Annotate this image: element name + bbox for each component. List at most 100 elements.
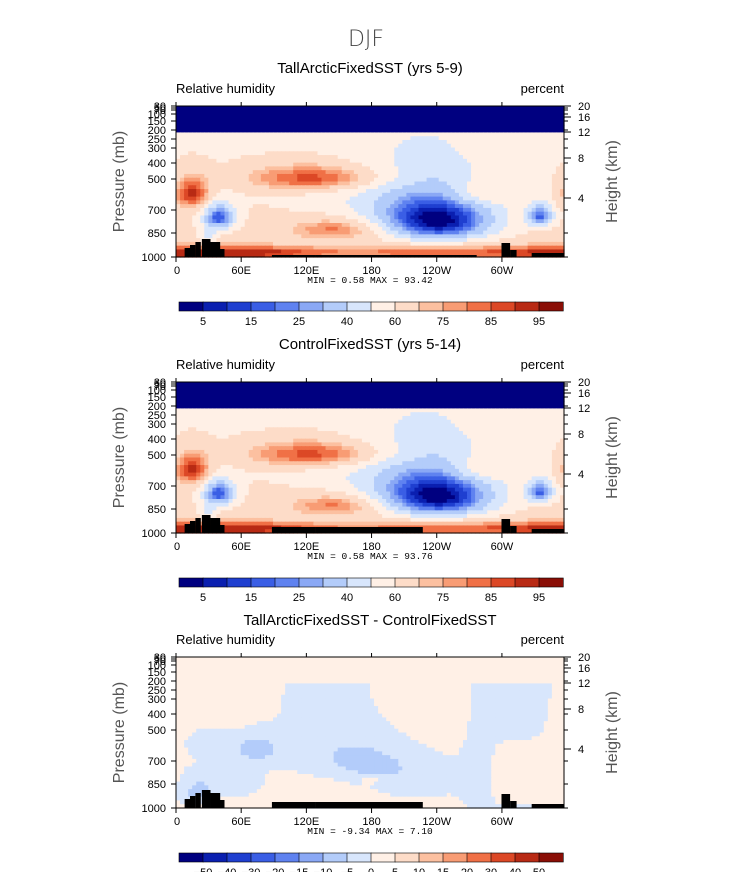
- field-cell: [386, 219, 391, 224]
- field-cell: [527, 215, 533, 220]
- field-cell: [519, 155, 525, 160]
- field-cell: [216, 238, 222, 243]
- field-cell: [515, 151, 521, 156]
- field-cell: [382, 215, 387, 220]
- field-cell: [547, 241, 553, 247]
- field-cell: [410, 132, 416, 137]
- field-cell: [228, 155, 234, 160]
- field-cell: [301, 211, 306, 217]
- field-cell: [527, 124, 533, 130]
- field-cell: [357, 397, 363, 402]
- field-cell: [523, 124, 529, 130]
- field-cell: [192, 143, 197, 149]
- field-cell: [475, 162, 480, 168]
- field-cell: [458, 408, 464, 413]
- field-cell: [402, 382, 407, 387]
- field-cell: [515, 147, 521, 152]
- field-cell: [382, 136, 387, 141]
- field-cell: [386, 223, 391, 228]
- field-cell: [309, 196, 315, 201]
- field-cell: [462, 415, 468, 421]
- field-cell: [462, 170, 468, 175]
- field-cell: [402, 200, 407, 205]
- field-cell: [479, 121, 484, 126]
- field-cell: [555, 155, 561, 160]
- field-cell: [398, 106, 403, 111]
- field-cell: [551, 139, 557, 145]
- field-cell: [321, 382, 327, 387]
- field-cell: [200, 189, 205, 194]
- field-cell: [442, 155, 448, 160]
- field-cell: [446, 113, 452, 118]
- field-cell: [446, 109, 452, 115]
- field-cell: [418, 173, 424, 179]
- field-cell: [317, 382, 323, 387]
- field-cell: [200, 393, 205, 398]
- field-cell: [220, 155, 226, 160]
- field-cell: [503, 223, 509, 228]
- field-cell: [268, 136, 274, 141]
- field-cell: [353, 189, 359, 194]
- field-cell: [471, 113, 476, 118]
- field-cell: [422, 226, 428, 232]
- field-cell: [426, 113, 432, 118]
- field-cell: [337, 158, 343, 164]
- field-cell: [430, 245, 436, 251]
- field-cell: [507, 412, 513, 417]
- field-cell: [535, 185, 541, 190]
- field-cell: [543, 397, 549, 402]
- field-cell: [543, 177, 549, 183]
- field-cell: [224, 200, 230, 205]
- field-cell: [539, 136, 545, 141]
- field-cell: [289, 245, 294, 251]
- field-cell: [507, 139, 513, 145]
- field-cell: [208, 113, 213, 118]
- field-cell: [519, 181, 525, 186]
- field-cell: [240, 226, 246, 232]
- field-cell: [361, 170, 367, 175]
- field-cell: [317, 189, 323, 194]
- field-cell: [285, 109, 290, 115]
- field-cell: [507, 415, 513, 421]
- field-cell: [551, 128, 557, 134]
- field-cell: [248, 162, 254, 168]
- field-cell: [309, 200, 315, 205]
- field-cell: [454, 185, 460, 190]
- field-cell: [378, 192, 383, 198]
- field-cell: [180, 223, 185, 228]
- colorbar-swatch: [226, 301, 252, 312]
- field-cell: [313, 389, 319, 394]
- field-cell: [321, 151, 327, 156]
- field-cell: [345, 117, 351, 122]
- field-cell: [264, 136, 270, 141]
- field-cell: [297, 128, 302, 134]
- field-cell: [176, 241, 181, 247]
- field-cell: [479, 166, 484, 171]
- field-cell: [515, 158, 521, 164]
- field-cell: [507, 192, 513, 198]
- field-cell: [450, 128, 456, 134]
- y2-axis-label: Height (km): [604, 140, 621, 223]
- field-cell: [289, 117, 294, 122]
- field-cell: [277, 207, 282, 213]
- field-cell: [329, 192, 335, 198]
- field-cell: [519, 400, 525, 406]
- field-cell: [479, 393, 484, 398]
- field-cell: [232, 219, 238, 224]
- field-cell: [458, 192, 464, 198]
- field-cell: [220, 382, 226, 387]
- field-cell: [256, 211, 262, 217]
- field-cell: [511, 223, 517, 228]
- field-cell: [487, 117, 492, 122]
- field-cell: [349, 230, 355, 235]
- field-cell: [325, 419, 331, 425]
- field-cell: [515, 177, 521, 183]
- field-cell: [479, 223, 484, 228]
- field-cell: [374, 132, 379, 137]
- field-cell: [260, 113, 266, 118]
- field-cell: [531, 128, 537, 134]
- field-cell: [527, 166, 533, 171]
- field-cell: [386, 181, 391, 186]
- field-cell: [418, 397, 424, 402]
- field-cell: [547, 162, 553, 168]
